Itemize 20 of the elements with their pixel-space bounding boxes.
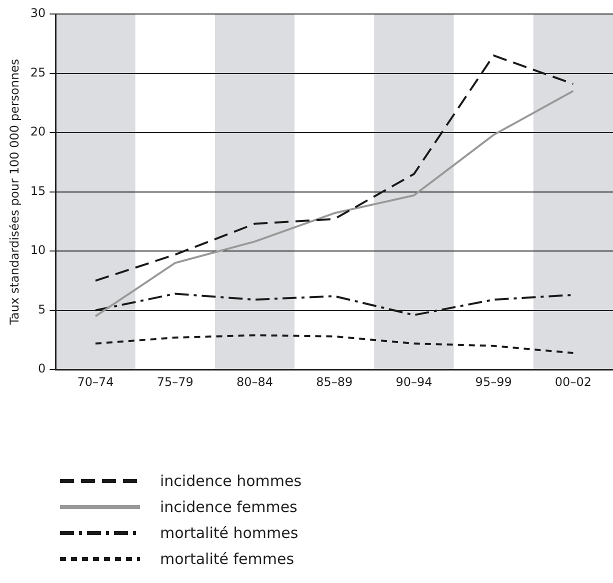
x-tick-label: 75–79 — [156, 374, 194, 389]
y-tick-label: 0 — [38, 362, 46, 376]
x-tick-label: 00–02 — [554, 374, 592, 389]
x-tick-label: 95–99 — [475, 374, 512, 389]
line-series — [94, 334, 574, 354]
y-tick-label: 30 — [30, 6, 46, 20]
y-tick-label: 10 — [30, 243, 46, 258]
y-tick-label: 25 — [30, 65, 46, 80]
legend-label: mortalité hommes — [160, 524, 298, 542]
x-tick-label: 80–84 — [236, 374, 273, 389]
legend-label: mortalité femmes — [160, 550, 294, 568]
legend-label: incidence femmes — [160, 498, 298, 516]
legend-label: incidence hommes — [160, 472, 302, 490]
y-tick-label: 5 — [38, 302, 46, 316]
x-tick-label: 70–74 — [77, 374, 114, 389]
y-tick-label: 15 — [30, 184, 46, 198]
y-axis-title: Taux standardisées pour 100 000 personnes — [7, 58, 22, 326]
x-tick-label: 85–89 — [316, 374, 353, 389]
y-tick-label: 20 — [30, 124, 46, 139]
x-tick-label: 90–94 — [396, 374, 432, 389]
